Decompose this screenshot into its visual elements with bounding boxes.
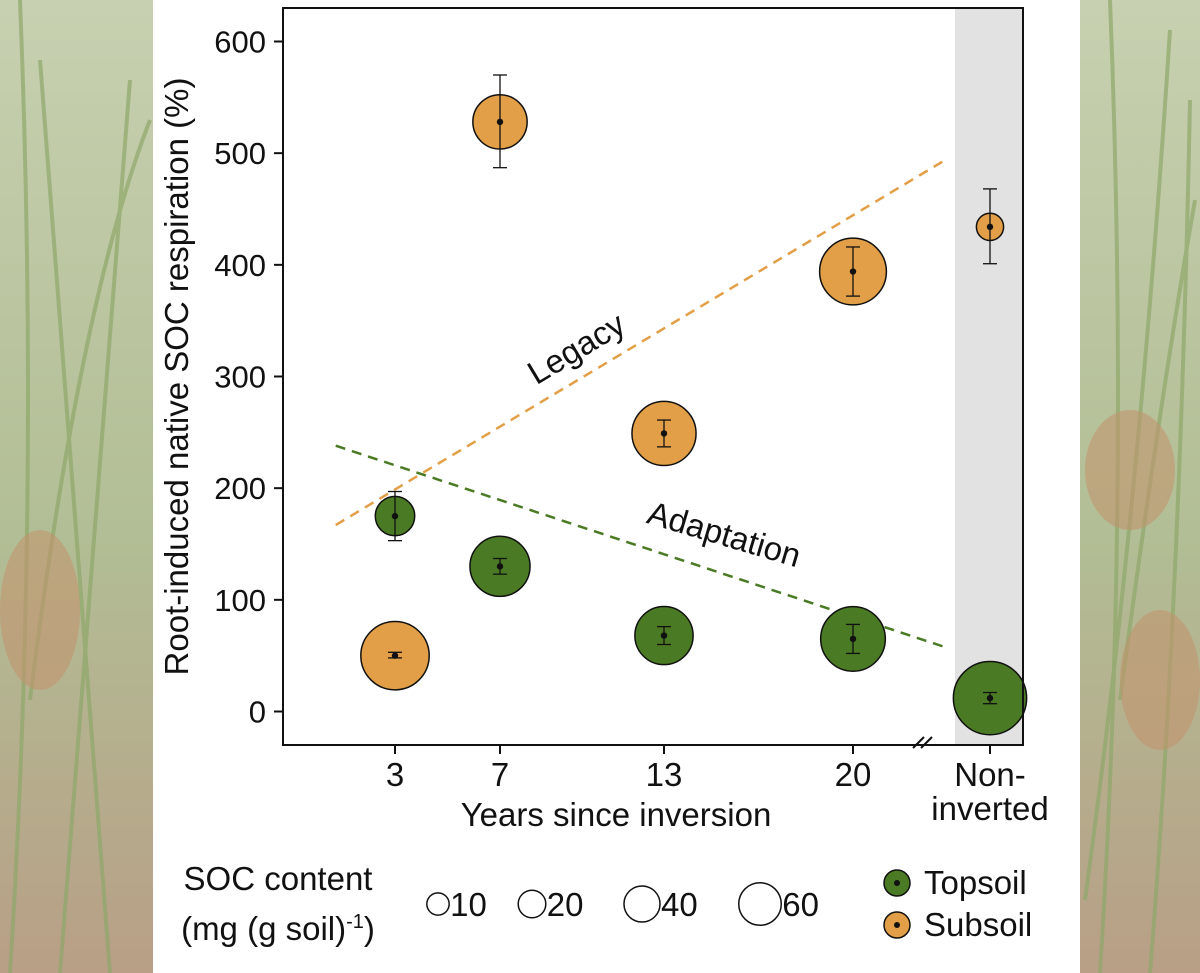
topsoil-point [634, 605, 694, 666]
axis-break-stroke [912, 736, 925, 749]
size-legend-label: 60 [782, 886, 819, 923]
x-tick-label: 7 [491, 756, 509, 793]
color-legend-label: Topsoil [924, 864, 1027, 901]
topsoil-point [819, 605, 887, 672]
size-legend-units-main: (mg (g soil) [181, 910, 346, 947]
mean-dot [496, 118, 504, 126]
size-legend-circle [517, 889, 547, 919]
axis-break-marker [912, 736, 933, 749]
y-tick-label: 200 [214, 471, 266, 506]
mean-dot [849, 268, 857, 275]
mean-dot [496, 563, 504, 570]
x-tick-label: 20 [835, 756, 872, 793]
topsoil-point [469, 535, 531, 598]
subsoil-point [472, 74, 528, 169]
mean-dot [391, 652, 399, 659]
subsoil-point [818, 237, 888, 306]
x-tick-label: 13 [646, 756, 683, 793]
y-tick-label: 0 [249, 695, 266, 730]
y-tick-label: 300 [214, 360, 266, 395]
y-tick-label: 500 [214, 136, 266, 171]
mean-dot [986, 223, 994, 231]
size-legend-circle [623, 885, 661, 923]
subsoil-point [360, 620, 430, 691]
size-legend-units: (mg (g soil)-1) [181, 910, 375, 947]
size-legend-units-sup: -1 [346, 911, 364, 933]
size-legend-title: SOC content [184, 860, 373, 897]
topsoil-point [374, 490, 416, 542]
non-inverted-shade [955, 8, 1023, 745]
y-tick-label: 600 [214, 25, 266, 60]
y-tick-label: 100 [214, 583, 266, 618]
mean-dot [391, 512, 399, 520]
size-legend-circle [426, 892, 450, 916]
y-tick-label: 400 [214, 248, 266, 283]
axis-break-stroke [920, 736, 933, 749]
x-tick-label: 3 [386, 756, 404, 793]
x-tick-label: Non- [954, 756, 1026, 793]
y-axis-label: Root-induced native SOC respiration (%) [158, 78, 195, 676]
topsoil-point [952, 660, 1028, 736]
color-legend-dot [894, 880, 900, 886]
subsoil-point [975, 188, 1005, 265]
color-legend-dot [894, 922, 900, 928]
mean-dot [986, 694, 994, 702]
size-legend-label: 10 [450, 886, 487, 923]
mean-dot [660, 632, 668, 639]
x-axis-label: Years since inversion [461, 796, 772, 833]
mean-dot [660, 430, 668, 437]
size-legend-circle [737, 881, 783, 927]
mean-dot [849, 635, 857, 643]
size-legend-label: 40 [661, 886, 698, 923]
trend-line-legacy [335, 157, 948, 527]
figure-panel [153, 0, 1080, 973]
trend-label-adaptation: Adaptation [643, 494, 805, 574]
trend-label-legacy: Legacy [521, 305, 632, 392]
size-legend-label: 20 [547, 886, 584, 923]
size-legend-units-end: ) [364, 910, 375, 947]
subsoil-point [631, 400, 697, 467]
x-tick-label: inverted [931, 790, 1048, 827]
color-legend-label: Subsoil [924, 906, 1032, 943]
